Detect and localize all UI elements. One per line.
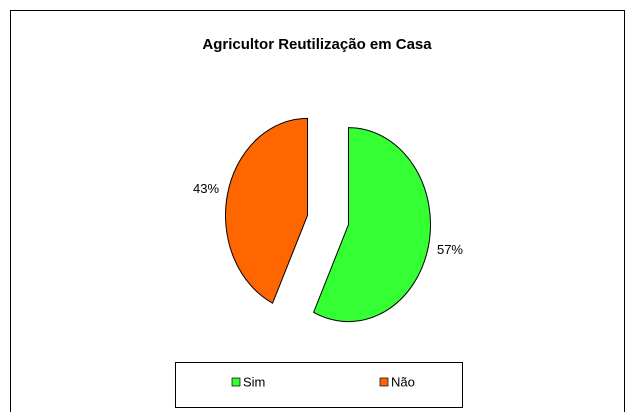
legend-box: [175, 362, 463, 408]
legend-label: Sim: [243, 374, 265, 389]
legend-swatch: [231, 377, 241, 387]
legend-swatch: [379, 377, 389, 387]
legend-label: Não: [391, 374, 415, 389]
data-label: 57%: [437, 242, 463, 257]
chart-frame: [10, 10, 625, 412]
chart-title: Agricultor Reutilização em Casa: [202, 36, 432, 53]
data-label: 43%: [193, 181, 219, 196]
pie-slice: [312, 127, 431, 323]
pie-slice: [225, 117, 309, 304]
